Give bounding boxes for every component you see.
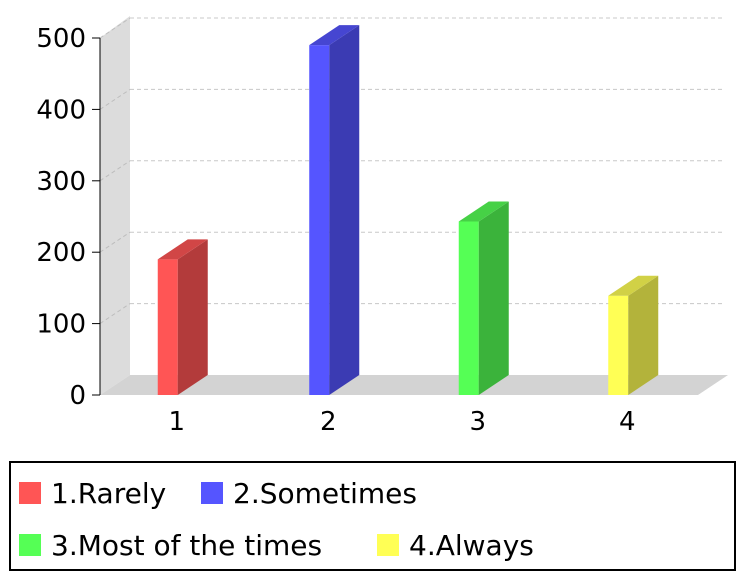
legend-swatch-rarely xyxy=(19,482,41,504)
y-tick-label: 100 xyxy=(36,310,86,340)
bar-4 xyxy=(608,295,629,395)
x-tick-label: 3 xyxy=(469,407,486,437)
y-tick-label: 300 xyxy=(36,167,86,197)
y-tick-label: 200 xyxy=(36,238,86,268)
bar-2 xyxy=(309,45,330,395)
bar-top-2 xyxy=(309,25,360,46)
legend-label-always: 4.Always xyxy=(409,528,534,562)
legend-swatch-always xyxy=(377,534,399,556)
bar-top-1 xyxy=(157,239,208,260)
x-tick-label: 1 xyxy=(168,407,185,437)
bar-side-4 xyxy=(628,275,659,395)
legend-swatch-most-of-the-times xyxy=(19,534,41,556)
legend-label-most-of-the-times: 3.Most of the times xyxy=(51,528,323,562)
bar-chart: 0 100 200 300 400 500 1 2 3 4 xyxy=(36,16,728,437)
legend-label-rarely: 1.Rarely xyxy=(51,476,167,510)
y-tick-label: 500 xyxy=(36,24,86,54)
x-tick-label: 2 xyxy=(320,407,337,437)
legend-item-most-of-the-times: 3.Most of the times xyxy=(19,525,322,565)
legend-item-always: 4.Always xyxy=(377,525,534,565)
x-tick-label: 4 xyxy=(619,407,636,437)
bar-1 xyxy=(157,259,178,395)
bar-3 xyxy=(458,221,479,395)
gridline-diagonal xyxy=(99,88,131,110)
gridline-diagonal xyxy=(99,160,131,182)
left-wall xyxy=(100,16,130,395)
bar-side-3 xyxy=(478,201,509,395)
gridline-diagonal xyxy=(99,17,131,39)
bar-top-4 xyxy=(608,275,659,296)
bar-side-2 xyxy=(329,25,360,395)
legend-item-sometimes: 2.Sometimes xyxy=(201,473,417,513)
legend-item-rarely: 1.Rarely xyxy=(19,473,166,513)
gridline-diagonal xyxy=(99,231,131,253)
floor xyxy=(100,375,728,395)
legend-swatch-sometimes xyxy=(201,482,223,504)
gridline-diagonal xyxy=(99,303,131,325)
y-tick-label: 0 xyxy=(69,381,86,411)
bar-top-3 xyxy=(458,201,509,222)
bar-side-1 xyxy=(177,239,208,395)
legend-label-sometimes: 2.Sometimes xyxy=(233,476,417,510)
y-tick-label: 400 xyxy=(36,95,86,125)
legend: 1.Rarely 2.Sometimes 3.Most of the times… xyxy=(9,461,736,571)
